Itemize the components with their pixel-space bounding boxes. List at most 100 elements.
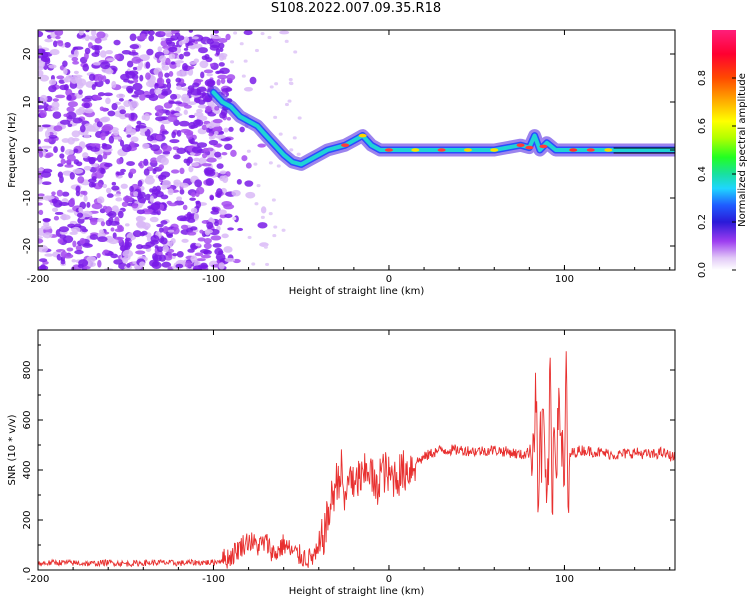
noise-blob [114, 53, 120, 60]
noise-blob [160, 237, 168, 245]
x-tick-label: -100 [202, 574, 225, 585]
noise-blob [172, 253, 178, 257]
noise-blob [51, 207, 59, 212]
noise-blob [178, 53, 185, 60]
noise-blob [129, 168, 137, 174]
noise-blob [231, 189, 241, 197]
noise-blob [38, 168, 44, 172]
noise-blob [241, 74, 246, 78]
noise-blob [124, 244, 131, 251]
noise-blob [77, 176, 85, 184]
noise-blob [110, 227, 115, 232]
noise-blob [136, 244, 144, 250]
noise-blob [227, 227, 234, 231]
noise-blob [263, 245, 268, 249]
noise-blob [206, 80, 215, 87]
noise-blob [64, 149, 74, 156]
noise-blob [52, 98, 59, 102]
noise-blob [137, 191, 146, 199]
noise-blob [91, 176, 97, 181]
noise-blob [200, 254, 212, 259]
noise-blob [198, 47, 208, 54]
noise-blob [44, 30, 56, 33]
noise-blob [160, 194, 169, 200]
noise-blob [145, 175, 154, 179]
noise-blob [52, 40, 58, 48]
noise-blob [225, 171, 231, 177]
noise-blob [83, 195, 88, 202]
noise-blob [38, 105, 46, 109]
noise-blob [209, 195, 214, 201]
noise-blob [284, 102, 289, 107]
noise-blob [192, 265, 203, 270]
noise-blob [53, 146, 58, 154]
noise-blob [228, 126, 234, 132]
noise-blob [102, 107, 108, 112]
noise-blob [133, 191, 139, 197]
noise-blob [72, 74, 83, 78]
noise-blob [71, 137, 80, 142]
noise-blob [58, 79, 66, 84]
noise-blob [155, 116, 166, 122]
noise-blob [218, 218, 223, 226]
noise-blob [111, 181, 117, 186]
noise-blob [136, 209, 145, 215]
noise-blob [108, 220, 120, 226]
noise-blob [43, 106, 48, 112]
ridge-hotspot [604, 148, 613, 152]
noise-blob [56, 189, 63, 197]
noise-blob [89, 166, 97, 173]
noise-blob [143, 113, 150, 121]
noise-blob [38, 258, 48, 263]
ridge-hotspot [516, 143, 525, 147]
noise-blob [218, 209, 227, 215]
noise-blob [132, 82, 143, 91]
noise-blob [39, 74, 50, 82]
noise-blob [148, 34, 155, 42]
noise-blob [145, 72, 151, 80]
noise-blob [165, 57, 171, 66]
noise-blob [160, 220, 168, 225]
noise-blob [96, 121, 103, 128]
noise-blob [85, 30, 90, 33]
noise-blob [128, 70, 139, 76]
noise-blob [99, 50, 107, 58]
noise-blob [260, 31, 265, 36]
noise-blob [195, 119, 201, 126]
noise-blob [175, 77, 182, 83]
noise-blob [130, 113, 135, 121]
noise-blob [183, 104, 192, 109]
noise-blob [160, 157, 169, 166]
noise-blob [225, 33, 231, 41]
noise-blob [167, 41, 176, 47]
y-tick-label: 200 [22, 510, 33, 529]
noise-blob [256, 184, 261, 188]
noise-blob [115, 197, 123, 202]
noise-blob [164, 72, 170, 78]
noise-blob [149, 216, 159, 223]
noise-blob [206, 221, 214, 230]
noise-blob [91, 202, 103, 210]
noise-blob [243, 59, 248, 63]
noise-blob [64, 41, 71, 48]
noise-blob [101, 116, 111, 122]
noise-blob [121, 144, 132, 153]
noise-blob [168, 46, 178, 53]
noise-blob [114, 193, 121, 197]
noise-blob [148, 93, 159, 102]
x-tick-label: -200 [27, 574, 50, 585]
noise-blob [51, 198, 58, 204]
noise-blob [156, 210, 161, 216]
colorbar [712, 30, 736, 270]
noise-blob [84, 47, 91, 55]
noise-blob [180, 128, 191, 133]
noise-blob [72, 240, 77, 248]
noise-blob [176, 62, 181, 68]
noise-blob [44, 38, 53, 43]
noise-blob [167, 266, 173, 270]
noise-blob [223, 143, 233, 150]
ridge-hotspot [525, 145, 534, 150]
noise-blob [213, 131, 219, 136]
noise-blob [215, 193, 220, 198]
noise-blob [71, 130, 81, 138]
